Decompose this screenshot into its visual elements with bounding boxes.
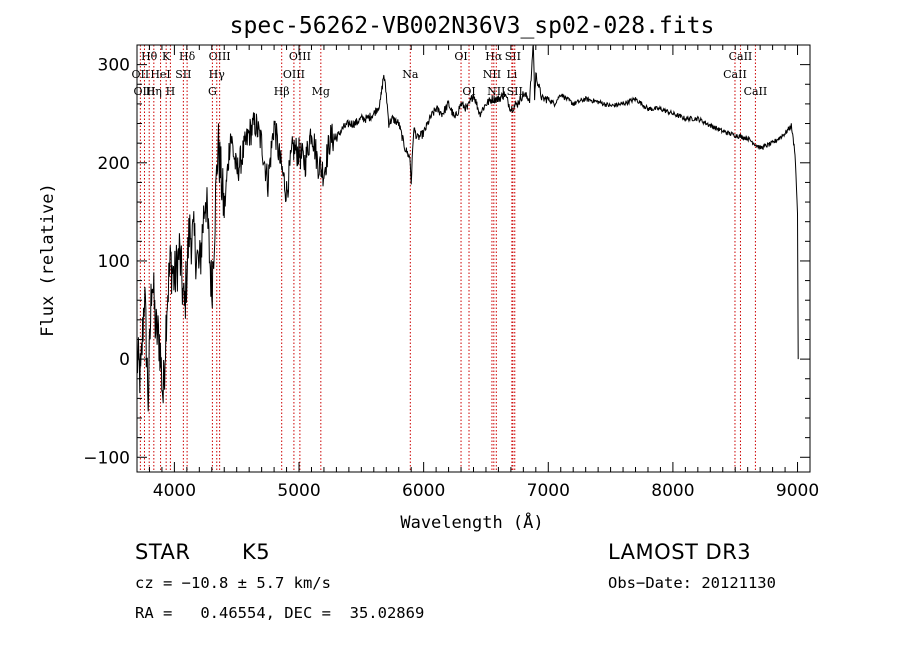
x-tick-label: 4000: [153, 481, 196, 501]
line-label-24: SII: [507, 85, 523, 98]
line-label-5: Hη: [146, 85, 162, 98]
y-tick-label: 300: [98, 56, 130, 76]
object-class: STAR: [135, 540, 191, 564]
y-tick-label: 200: [98, 154, 130, 174]
spectral-line-markers: Hθ OII OIII K HeI Hη Hδ SII H OIII Hγ G OIII OIII Hβ Mg…: [132, 45, 768, 472]
line-label-25: CaII: [729, 50, 753, 63]
line-label-2: OIII: [133, 85, 155, 98]
line-label-12: OIII: [289, 50, 311, 63]
survey-name: LAMOST DR3: [608, 540, 752, 564]
x-tick-label: 5000: [277, 481, 320, 501]
line-label-4: HeI: [150, 68, 170, 81]
line-label-9: OIII: [209, 50, 231, 63]
line-label-26: CaII: [723, 68, 747, 81]
line-label-20: SII: [505, 50, 521, 63]
line-label-8: H: [166, 85, 176, 98]
plot-frame: [136, 44, 811, 473]
x-tick-label: 6000: [402, 481, 445, 501]
chart-title: spec-56262-VB002N36V3_sp02-028.fits: [230, 13, 715, 39]
x-tick-label: 8000: [651, 481, 694, 501]
spectrum-trace: [136, 44, 799, 412]
line-label-15: Mg: [312, 85, 330, 98]
line-label-22: Li: [506, 68, 517, 81]
observation-date: Obs−Date: 20121130: [608, 574, 776, 592]
y-tick-label: 0: [119, 350, 130, 370]
line-label-7: SII: [175, 68, 191, 81]
line-label-23: NII: [487, 85, 505, 98]
line-label-13: OIII: [283, 68, 305, 81]
line-label-27: CaII: [744, 85, 768, 98]
x-tick-label: 7000: [527, 481, 570, 501]
axis-ticks: 4000 5000 6000 7000 8000 9000 −100 0 100 200 300: [83, 44, 819, 501]
x-tick-label: 9000: [776, 481, 819, 501]
line-label-17: OI: [454, 50, 467, 63]
line-label-6: Hδ: [179, 50, 196, 63]
line-label-11: G: [208, 85, 217, 98]
line-label-0: Hθ: [141, 50, 158, 63]
line-label-10: Hγ: [209, 68, 226, 81]
redshift-cz: cz = −10.8 ± 5.7 km/s: [135, 574, 331, 592]
line-label-21: NII: [483, 68, 501, 81]
x-axis-label: Wavelength (Å): [400, 511, 543, 533]
y-tick-label: −100: [83, 448, 130, 468]
coordinates: RA = 0.46554, DEC = 35.02869: [135, 604, 425, 622]
y-axis-label: Flux (relative): [38, 183, 58, 337]
line-label-19: Hα: [485, 50, 503, 63]
line-label-14: Hβ: [274, 85, 290, 98]
line-label-16: Na: [402, 68, 419, 81]
line-label-18: OI: [462, 85, 475, 98]
line-label-3: K: [162, 50, 171, 63]
object-subclass: K5: [242, 540, 271, 564]
y-tick-label: 100: [98, 252, 130, 272]
line-label-1: OII: [132, 68, 150, 81]
